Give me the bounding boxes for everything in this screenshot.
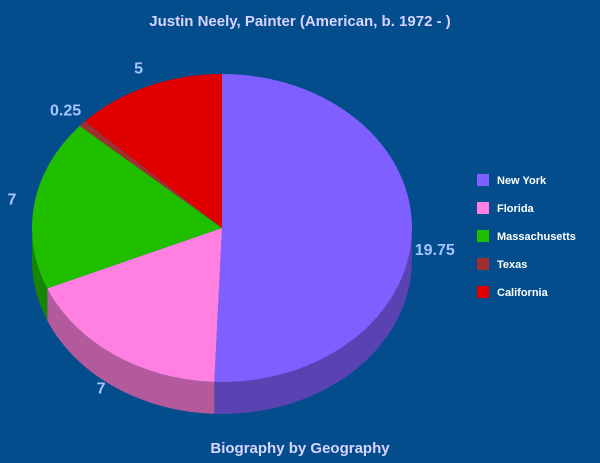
slice	[79, 121, 222, 228]
slice	[84, 74, 223, 228]
chart-title: Justin Neely, Painter (American, b. 1972…	[149, 13, 451, 30]
slice-side	[47, 288, 215, 414]
legend-swatch	[477, 258, 489, 270]
chart-footer: Biography by Geography	[210, 440, 390, 457]
slice	[32, 125, 223, 289]
legend-swatch	[477, 230, 489, 242]
legend-label: Florida	[497, 203, 535, 215]
data-label: 5	[134, 61, 143, 78]
slice	[214, 74, 413, 382]
slice-side	[214, 228, 412, 414]
legend-swatch	[477, 286, 489, 298]
slice-side	[32, 228, 48, 321]
legend-label: California	[497, 287, 549, 299]
legend-swatch	[477, 202, 489, 214]
legend-swatch	[477, 174, 489, 186]
data-label: 0.25	[50, 102, 81, 119]
legend-label: New York	[497, 175, 547, 187]
legend-label: Texas	[497, 259, 527, 271]
data-label: 19.75	[415, 242, 455, 259]
data-label: 7	[8, 192, 17, 209]
data-label: 7	[97, 380, 106, 397]
legend-label: Massachusetts	[497, 231, 576, 243]
slice	[47, 228, 223, 382]
